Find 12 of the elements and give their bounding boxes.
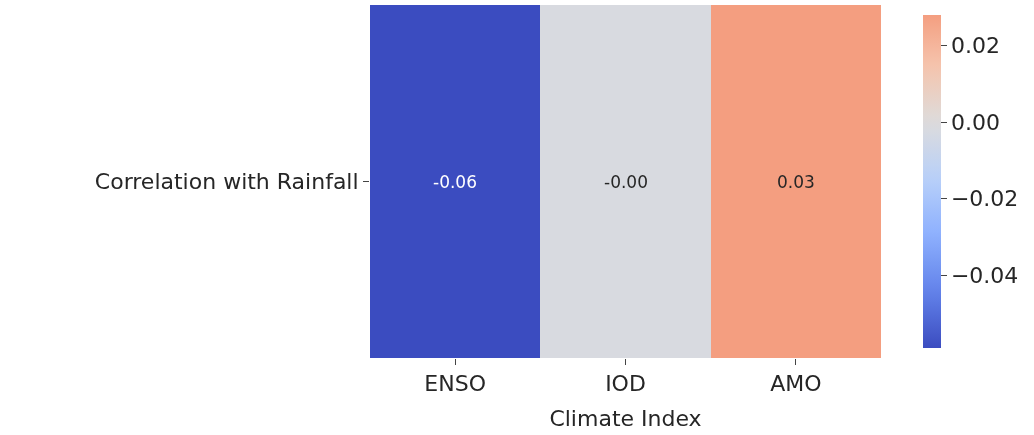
x-tick-label: ENSO (424, 371, 486, 397)
color-bar-label: 0.02 (950, 33, 1000, 59)
color-bar-label: −0.02 (950, 186, 1019, 212)
x-tick-label: IOD (605, 371, 646, 397)
data-label: 0.03 (777, 172, 815, 192)
x-tick-label: AMO (770, 371, 822, 397)
data-label: -0.00 (604, 172, 648, 192)
color-bar-label: 0.00 (950, 109, 1000, 135)
data-label: -0.06 (433, 172, 477, 192)
x-axis-title: Climate Index (549, 406, 702, 432)
y-tick-label: Correlation with Rainfall (94, 169, 359, 195)
color-bar-label: −0.04 (950, 262, 1019, 288)
